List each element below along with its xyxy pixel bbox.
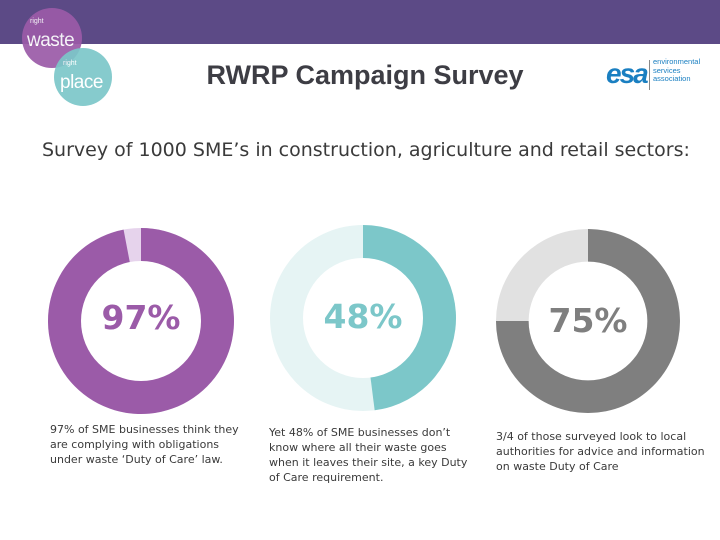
donut-2-hole bbox=[303, 258, 423, 378]
esa-text-line-2: services bbox=[653, 65, 681, 75]
right-waste-right-place-logo: right waste right place bbox=[22, 8, 122, 108]
esa-text-line-3: association bbox=[653, 74, 691, 83]
donut-3-percent-label: 75% bbox=[548, 301, 628, 340]
esa-logo-text: environmental services association bbox=[653, 57, 713, 84]
donut-3-caption: 3/4 of those surveyed look to local auth… bbox=[496, 430, 705, 473]
donut-1-hole bbox=[81, 261, 201, 381]
donut-2-caption: Yet 48% of SME businesses don’t know whe… bbox=[269, 426, 468, 484]
logo-word-waste: waste bbox=[27, 30, 75, 51]
page-title: RWRP Campaign Survey bbox=[206, 60, 524, 90]
esa-logo-divider bbox=[649, 60, 650, 90]
esa-logo-mark: esa bbox=[606, 58, 649, 89]
esa-logo: esa environmental services association bbox=[606, 56, 716, 96]
donut-1-caption: 97% of SME businesses think they are com… bbox=[50, 423, 239, 466]
esa-text-line-1: environmental bbox=[653, 57, 701, 66]
donut-chart-1 bbox=[48, 228, 234, 414]
logo-small-text-1: right bbox=[30, 18, 44, 25]
intro-text: Survey of 1000 SME’s in construction, ag… bbox=[42, 139, 690, 161]
donut-chart-2 bbox=[270, 225, 456, 411]
donut-3-hole bbox=[528, 261, 648, 381]
logo-small-text-2: right bbox=[63, 60, 77, 67]
logo-word-place: place bbox=[60, 72, 103, 93]
header-bar bbox=[0, 0, 720, 44]
donut-2-percent-label: 48% bbox=[323, 297, 403, 336]
donut-chart-3 bbox=[496, 229, 680, 413]
donut-1-percent-label: 97% bbox=[101, 298, 181, 337]
logo-circle-place: right place bbox=[54, 48, 112, 106]
